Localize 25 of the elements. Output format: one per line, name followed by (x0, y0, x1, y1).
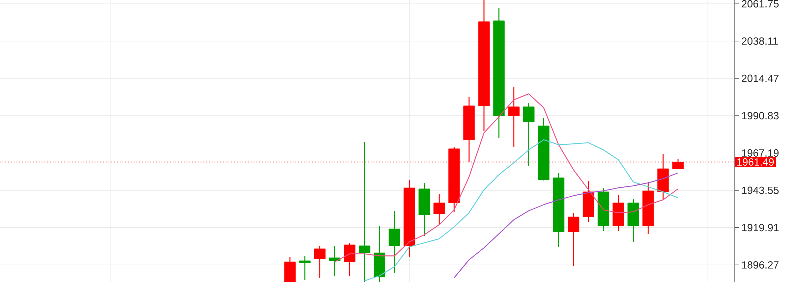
y-tick-label: 1943.55 (742, 186, 779, 194)
y-tick-label: 1919.91 (742, 224, 779, 232)
candlestick (434, 194, 446, 226)
candlestick (508, 86, 520, 148)
candlestick (314, 246, 326, 279)
candlestick (284, 256, 296, 282)
candlestick (344, 242, 356, 277)
candlestick (329, 246, 341, 277)
ref-line-label: 1961.49 (738, 158, 774, 166)
y-tick-label: 2014.47 (742, 74, 779, 82)
y-tick-label: 1896.27 (742, 261, 779, 269)
y-tick-label: 1967.19 (742, 150, 779, 157)
y-tick-label: 1990.83 (742, 112, 779, 120)
candlestick (388, 210, 400, 274)
candlestick (628, 198, 640, 243)
candlestick (672, 158, 684, 170)
candlestick (568, 212, 580, 267)
candlestick (374, 226, 386, 282)
candlestick (523, 102, 535, 167)
y-tick-label: 2038.11 (742, 38, 778, 46)
line-series (364, 140, 679, 282)
candlestick (299, 256, 311, 281)
y-tick-label: 2061.75 (742, 0, 779, 8)
candlestick (612, 194, 624, 232)
candlestick (359, 142, 371, 282)
